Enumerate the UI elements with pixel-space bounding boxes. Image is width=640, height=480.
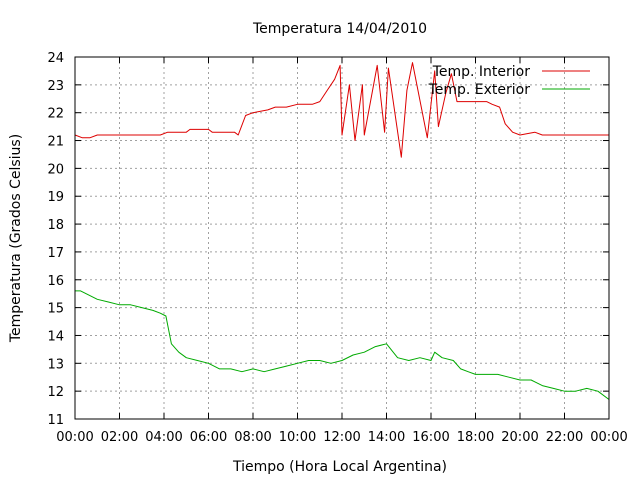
y-tick-label: 14 [47, 329, 64, 344]
y-tick-label: 19 [47, 190, 64, 205]
plot-border [74, 56, 610, 420]
y-tick-label: 20 [47, 162, 64, 177]
y-tick-label: 18 [47, 218, 64, 233]
x-tick-label: 00:00 [590, 430, 627, 445]
series-line-exterior [75, 290, 610, 400]
legend-label-exterior: Temp. Exterior [428, 82, 531, 98]
x-tick-label: 00:00 [56, 430, 93, 445]
y-tick-label: 16 [47, 274, 64, 289]
x-tick-label: 18:00 [457, 430, 494, 445]
y-tick-label: 12 [47, 385, 64, 400]
tick-labels: 00:00 02:00 04:00 06:00 08:00 10:00 12:00 14:00… [47, 51, 627, 445]
y-tick-label: 11 [47, 413, 64, 428]
x-tick-label: 20:00 [501, 430, 538, 445]
y-tick-label: 24 [47, 51, 64, 66]
legend-label-interior: Temp. Interior [432, 64, 531, 80]
x-tick-label: 04:00 [145, 430, 182, 445]
y-tick-label: 22 [47, 107, 64, 122]
x-tick-label: 16:00 [412, 430, 449, 445]
x-tick-label: 22:00 [546, 430, 583, 445]
x-axis-title: Tiempo (Hora Local Argentina) [232, 459, 447, 475]
y-tick-label: 17 [47, 246, 64, 261]
x-tick-label: 12:00 [323, 430, 360, 445]
series-layer [74, 62, 610, 400]
x-tick-label: 02:00 [101, 430, 138, 445]
x-tick-label: 08:00 [234, 430, 271, 445]
y-tick-label: 23 [47, 79, 64, 94]
x-tick-label: 14:00 [368, 430, 405, 445]
chart-title: Temperatura 14/04/2010 [252, 21, 427, 37]
y-tick-label: 13 [47, 357, 64, 372]
legend: Temp. Interior Temp. Exterior [428, 64, 590, 98]
x-tick-label: 10:00 [279, 430, 316, 445]
y-axis-title: Temperatura (Grados Celsius) [8, 134, 24, 343]
x-tick-label: 06:00 [190, 430, 227, 445]
y-tick-label: 21 [47, 135, 64, 150]
series-line-interior [74, 62, 609, 158]
y-tick-label: 15 [47, 302, 64, 317]
